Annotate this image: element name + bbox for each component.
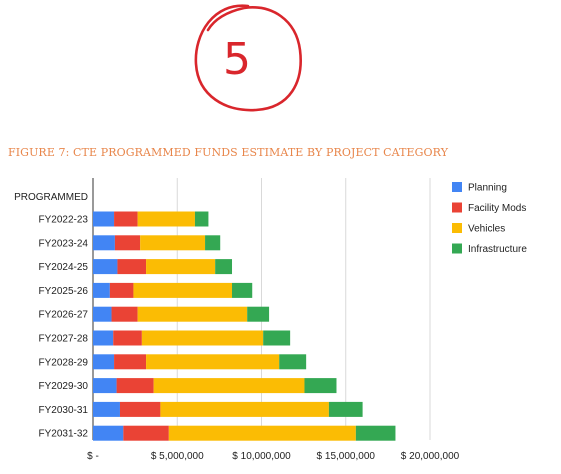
bar-planning xyxy=(93,401,120,417)
bar-infrastructure xyxy=(205,235,221,251)
bar-infrastructure xyxy=(263,330,291,346)
legend-label: Infrastructure xyxy=(468,244,527,255)
bar-planning xyxy=(93,330,114,346)
bar-infrastructure xyxy=(304,378,337,394)
bar-planning xyxy=(93,282,110,298)
y-tick-label: FY2024-25 xyxy=(39,262,89,273)
bar-infrastructure xyxy=(328,401,363,417)
bar-vehicles xyxy=(146,354,280,370)
legend-label: Facility Mods xyxy=(468,203,526,214)
bar-facility-mods xyxy=(109,282,134,298)
bar-facility-mods xyxy=(116,378,154,394)
x-tick-label: $ 15,000,000 xyxy=(317,451,376,462)
bar-facility-mods xyxy=(111,306,138,322)
y-tick-label: FY2022-23 xyxy=(39,215,89,226)
bar-vehicles xyxy=(141,330,264,346)
bar-infrastructure xyxy=(355,425,396,441)
bar-planning xyxy=(93,259,118,275)
legend-label: Planning xyxy=(468,183,507,194)
y-tick-label: FY2023-24 xyxy=(39,238,89,249)
bar-infrastructure xyxy=(247,306,270,322)
bar-infrastructure xyxy=(279,354,307,370)
x-tick-label: $ 20,000,000 xyxy=(401,451,460,462)
y-axis-labels: FY2022-23 FY2023-24 FY2024-25 FY2025-26 FY20… xyxy=(39,215,89,440)
legend-swatch xyxy=(452,182,462,192)
figure-title: FIGURE 7: CTE PROGRAMMED FUNDS ESTIMATE … xyxy=(8,146,449,159)
y-tick-label: FY2025-26 xyxy=(39,286,89,297)
bar-planning xyxy=(93,235,115,251)
bar-planning xyxy=(93,425,124,441)
x-tick-label: $ 5,000,000 xyxy=(151,451,204,462)
bar-vehicles xyxy=(146,259,216,275)
bar-facility-mods xyxy=(119,401,161,417)
y-tick-label: FY2030-31 xyxy=(39,405,89,416)
bar-facility-mods xyxy=(123,425,169,441)
bar-vehicles xyxy=(133,282,233,298)
hand-drawn-circle xyxy=(194,4,302,112)
bar-planning xyxy=(93,306,112,322)
bar-facility-mods xyxy=(114,354,147,370)
bar-facility-mods xyxy=(114,211,138,227)
bar-infrastructure xyxy=(194,211,209,227)
bar-vehicles xyxy=(137,306,248,322)
y-tick-label: FY2029-30 xyxy=(39,381,89,392)
bar-planning xyxy=(93,354,115,370)
x-axis-labels: $ - $ 5,000,000 $ 10,000,000 $ 15,000,000 $ … xyxy=(87,451,459,462)
legend-label: Vehicles xyxy=(468,224,505,235)
bar-infrastructure xyxy=(232,282,253,298)
bar-infrastructure xyxy=(215,259,233,275)
hand-drawn-number: 5 xyxy=(223,34,251,85)
y-tick-label: FY2026-27 xyxy=(39,310,89,321)
x-tick-label: $ 10,000,000 xyxy=(232,451,291,462)
bar-vehicles xyxy=(140,235,206,251)
bar-facility-mods xyxy=(113,330,142,346)
header-label: PROGRAMMED xyxy=(14,192,88,203)
bar-facility-mods xyxy=(117,259,147,275)
bar-planning xyxy=(93,211,115,227)
bar-vehicles xyxy=(160,401,329,417)
bar-facility-mods xyxy=(114,235,141,251)
bar-vehicles xyxy=(137,211,195,227)
legend-swatch xyxy=(452,243,462,254)
legend-swatch xyxy=(452,202,462,213)
bar-planning xyxy=(93,378,117,394)
y-tick-label: FY2028-29 xyxy=(39,357,89,368)
x-tick-label: $ - xyxy=(87,451,99,462)
y-tick-label: FY2027-28 xyxy=(39,334,89,345)
bar-vehicles xyxy=(168,425,356,441)
legend: Planning Facility Mods Vehicles Infrastruct… xyxy=(452,182,527,255)
legend-swatch xyxy=(452,223,462,233)
bar-vehicles xyxy=(153,378,305,394)
bars xyxy=(93,211,396,441)
y-tick-label: FY2031-32 xyxy=(39,429,89,440)
